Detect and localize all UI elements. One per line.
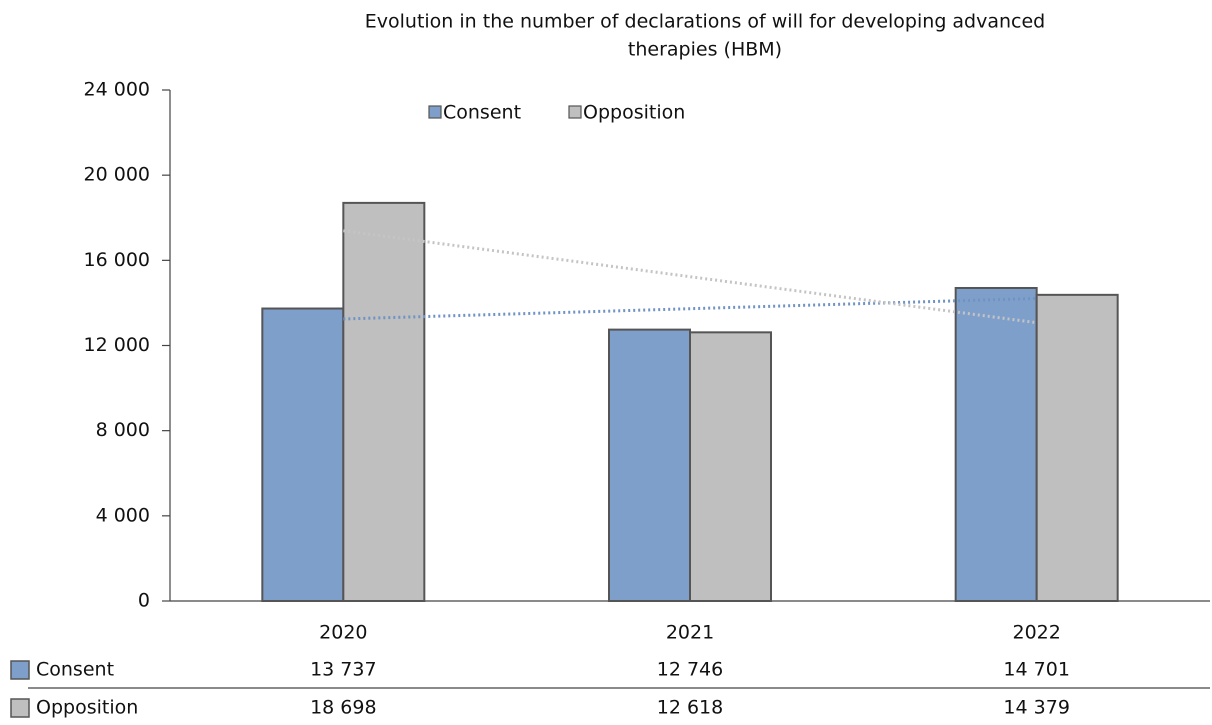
table-key bbox=[10, 698, 30, 718]
table-row-label: Consent bbox=[36, 659, 114, 681]
x-tick-label: 2021 bbox=[666, 622, 714, 644]
y-tick-label: 20 000 bbox=[84, 164, 150, 186]
trend-line bbox=[343, 229, 1037, 325]
y-tick-label: 8 000 bbox=[96, 419, 150, 441]
legend-swatch bbox=[428, 105, 442, 119]
table-value: 14 701 bbox=[1003, 659, 1069, 681]
bar bbox=[1035, 293, 1119, 602]
bar bbox=[342, 201, 426, 602]
y-tick-label: 24 000 bbox=[84, 79, 150, 101]
legend-label: Consent bbox=[443, 102, 521, 124]
table-value: 14 379 bbox=[1003, 697, 1069, 719]
trend-line bbox=[343, 296, 1037, 321]
y-tick-label: 0 bbox=[138, 590, 150, 612]
y-tick-label: 4 000 bbox=[96, 504, 150, 526]
y-tick-label: 12 000 bbox=[84, 334, 150, 356]
x-tick-label: 2020 bbox=[319, 622, 367, 644]
table-row-label: Opposition bbox=[36, 697, 138, 719]
bar bbox=[954, 286, 1038, 602]
table-value: 13 737 bbox=[310, 659, 376, 681]
y-tick-label: 16 000 bbox=[84, 249, 150, 271]
legend-label: Opposition bbox=[583, 102, 685, 124]
table-value: 12 746 bbox=[657, 659, 723, 681]
bar bbox=[608, 328, 691, 602]
legend-swatch bbox=[568, 105, 582, 119]
chart-title: therapies (HBM) bbox=[628, 39, 782, 61]
table-value: 12 618 bbox=[657, 697, 723, 719]
chart-title: Evolution in the number of declarations … bbox=[365, 11, 1046, 33]
table-value: 18 698 bbox=[310, 697, 376, 719]
bar bbox=[689, 331, 772, 602]
bar bbox=[261, 307, 345, 602]
table-key bbox=[10, 660, 30, 680]
x-tick-label: 2022 bbox=[1012, 622, 1060, 644]
